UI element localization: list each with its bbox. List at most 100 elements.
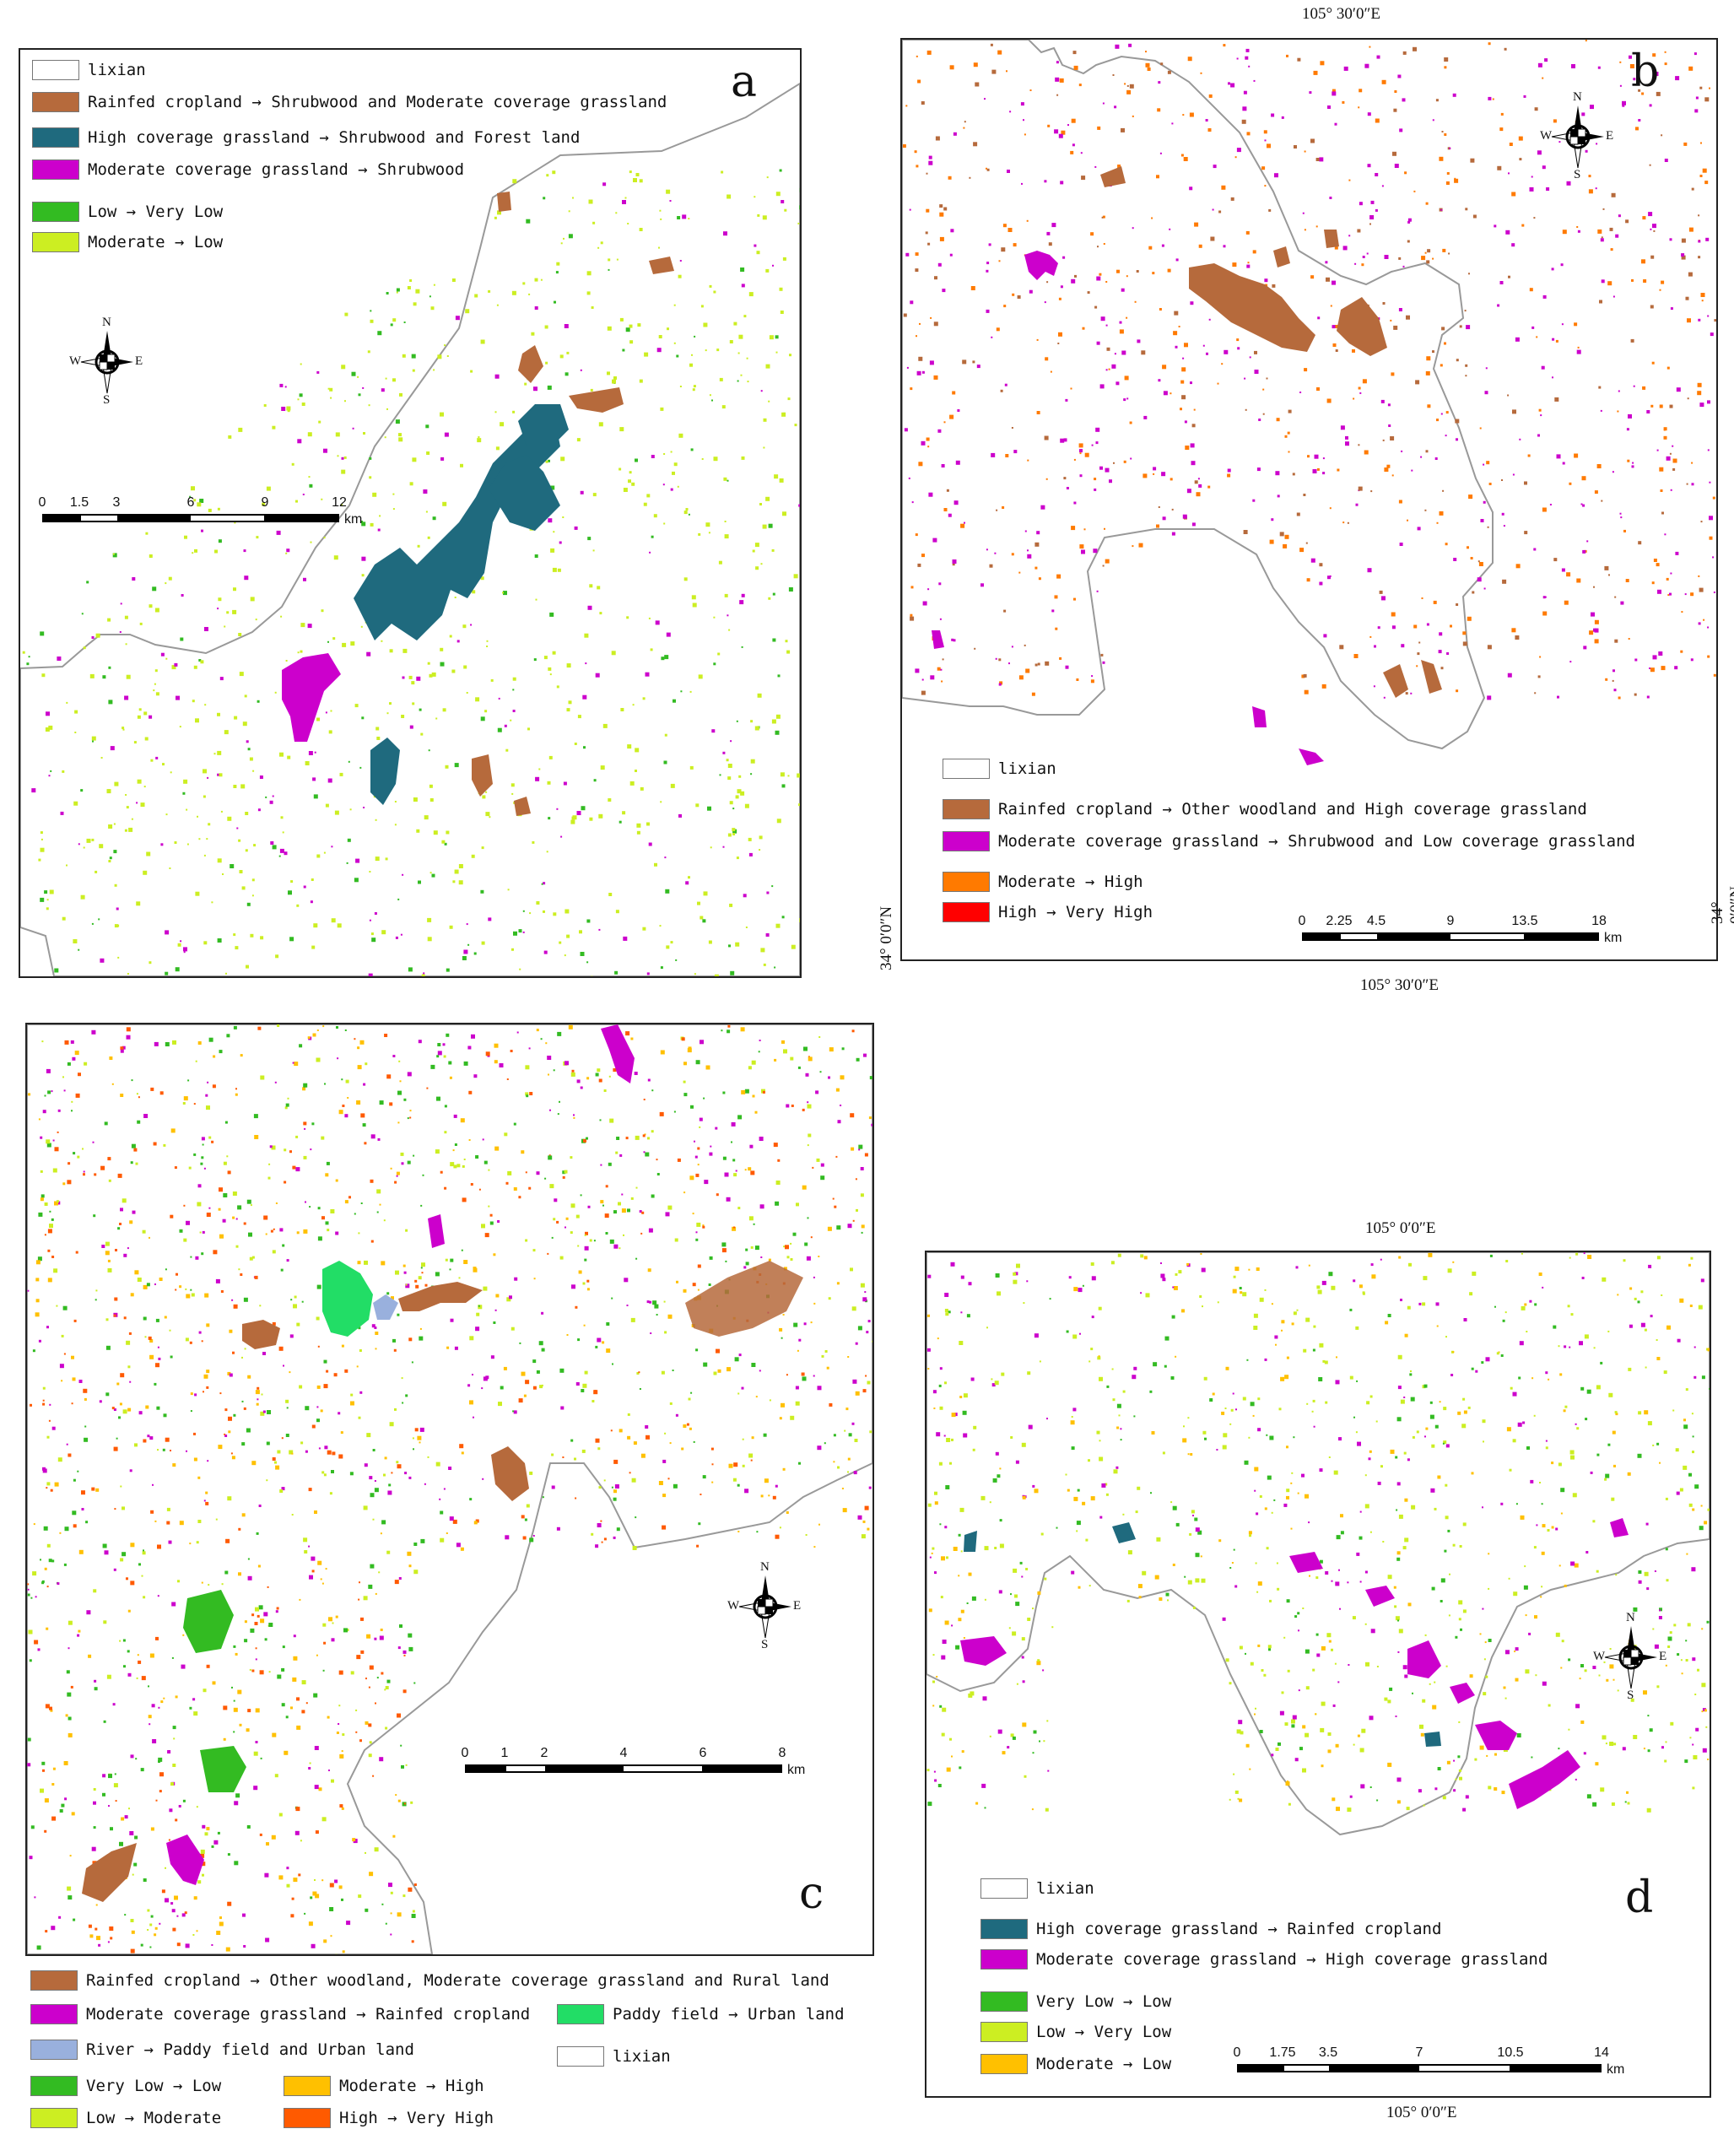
speckle-dot	[623, 936, 628, 941]
speckle-dot	[165, 1042, 170, 1046]
speckle-dot	[754, 726, 759, 731]
speckle-dot	[1167, 70, 1171, 74]
speckle-dot	[1439, 632, 1443, 636]
speckle-dot	[613, 1210, 617, 1214]
speckle-dot	[683, 1289, 687, 1293]
speckle-dot	[1633, 385, 1635, 387]
speckle-dot	[572, 197, 574, 199]
speckle-dot	[329, 1883, 334, 1888]
speckle-dot	[1597, 229, 1602, 234]
speckle-dot	[945, 1312, 949, 1316]
speckle-dot	[1031, 692, 1035, 696]
speckle-dot	[246, 1199, 251, 1204]
speckle-dot	[369, 871, 371, 873]
speckle-dot	[401, 1377, 403, 1380]
speckle-dot	[237, 1689, 242, 1694]
speckle-dot	[1628, 1367, 1632, 1371]
speckle-dot	[1437, 1475, 1441, 1479]
speckle-dot	[651, 535, 654, 538]
speckle-dot	[1366, 252, 1369, 255]
speckle-dot	[127, 1365, 131, 1369]
speckle-dot	[126, 1577, 128, 1581]
speckle-dot	[27, 1763, 31, 1767]
speckle-dot	[592, 1400, 595, 1402]
speckle-dot	[358, 1327, 361, 1330]
speckle-dot	[1404, 1537, 1409, 1543]
speckle-dot	[699, 1117, 703, 1121]
legend-label: Moderate coverage grassland → Shrubwood	[88, 160, 465, 179]
speckle-dot	[904, 428, 908, 432]
speckle-dot	[95, 633, 100, 638]
speckle-dot	[1029, 89, 1032, 91]
speckle-dot	[1345, 435, 1348, 440]
speckle-dot	[279, 752, 284, 757]
speckle-dot	[1062, 256, 1066, 259]
speckle-dot	[1234, 156, 1237, 159]
speckle-dot	[1566, 181, 1571, 186]
speckle-dot	[243, 1222, 246, 1225]
speckle-dot	[629, 471, 632, 474]
speckle-dot	[120, 1208, 123, 1212]
speckle-dot	[1347, 521, 1349, 524]
speckle-dot	[641, 1211, 645, 1214]
speckle-dot	[250, 1204, 252, 1207]
speckle-dot	[1688, 1472, 1692, 1477]
speckle-dot	[155, 692, 159, 696]
speckle-dot	[1591, 612, 1595, 617]
speckle-dot	[662, 1459, 667, 1463]
speckle-dot	[771, 719, 776, 724]
speckle-dot	[303, 1155, 307, 1159]
speckle-dot	[1099, 466, 1103, 470]
speckle-dot	[186, 808, 188, 811]
speckle-dot	[1418, 641, 1421, 644]
speckle-dot	[998, 260, 1001, 262]
speckle-dot	[148, 1715, 152, 1719]
speckle-dot	[1233, 1773, 1235, 1775]
speckle-dot	[549, 612, 554, 617]
speckle-dot	[1217, 382, 1219, 385]
speckle-dot	[1017, 295, 1021, 299]
speckle-dot	[321, 1582, 324, 1585]
speckle-dot	[1483, 1440, 1484, 1443]
speckle-dot	[650, 648, 653, 651]
speckle-dot	[180, 940, 182, 943]
speckle-dot	[241, 886, 246, 890]
speckle-dot	[1700, 521, 1703, 523]
speckle-dot	[1283, 1636, 1286, 1639]
speckle-dot	[578, 1270, 582, 1274]
speckle-dot	[407, 286, 411, 289]
speckle-dot	[536, 1029, 539, 1032]
speckle-dot	[1505, 230, 1510, 235]
speckle-dot	[1661, 280, 1665, 284]
speckle-dot	[1132, 115, 1134, 117]
speckle-dot	[1709, 516, 1713, 521]
speckle-dot	[1175, 258, 1179, 262]
speckle-dot	[864, 1291, 867, 1294]
speckle-dot	[414, 1428, 419, 1432]
speckle-dot	[454, 1143, 457, 1146]
speckle-dot	[953, 1413, 958, 1417]
speckle-dot	[1598, 386, 1602, 389]
speckle-dot	[1597, 66, 1601, 69]
speckle-dot	[109, 1056, 113, 1060]
speckle-dot	[327, 778, 332, 783]
speckle-dot	[772, 264, 774, 267]
speckle-dot	[727, 1029, 731, 1034]
speckle-dot	[1305, 1317, 1310, 1322]
scale-tick: 9	[261, 495, 269, 510]
speckle-dot	[1271, 518, 1274, 521]
speckle-dot	[963, 1433, 968, 1438]
speckle-dot	[911, 501, 914, 504]
speckle-dot	[910, 616, 915, 621]
speckle-dot	[1387, 1314, 1391, 1317]
speckle-dot	[339, 1804, 343, 1808]
speckle-dot	[1137, 339, 1141, 343]
speckle-dot	[247, 1575, 252, 1581]
speckle-dot	[575, 1214, 580, 1218]
speckle-dot	[1465, 1795, 1469, 1799]
speckle-dot	[1690, 592, 1694, 597]
speckle-dot	[1426, 623, 1429, 626]
speckle-dot	[1691, 187, 1694, 191]
speckle-dot	[675, 959, 678, 961]
speckle-dot	[1509, 1468, 1512, 1472]
